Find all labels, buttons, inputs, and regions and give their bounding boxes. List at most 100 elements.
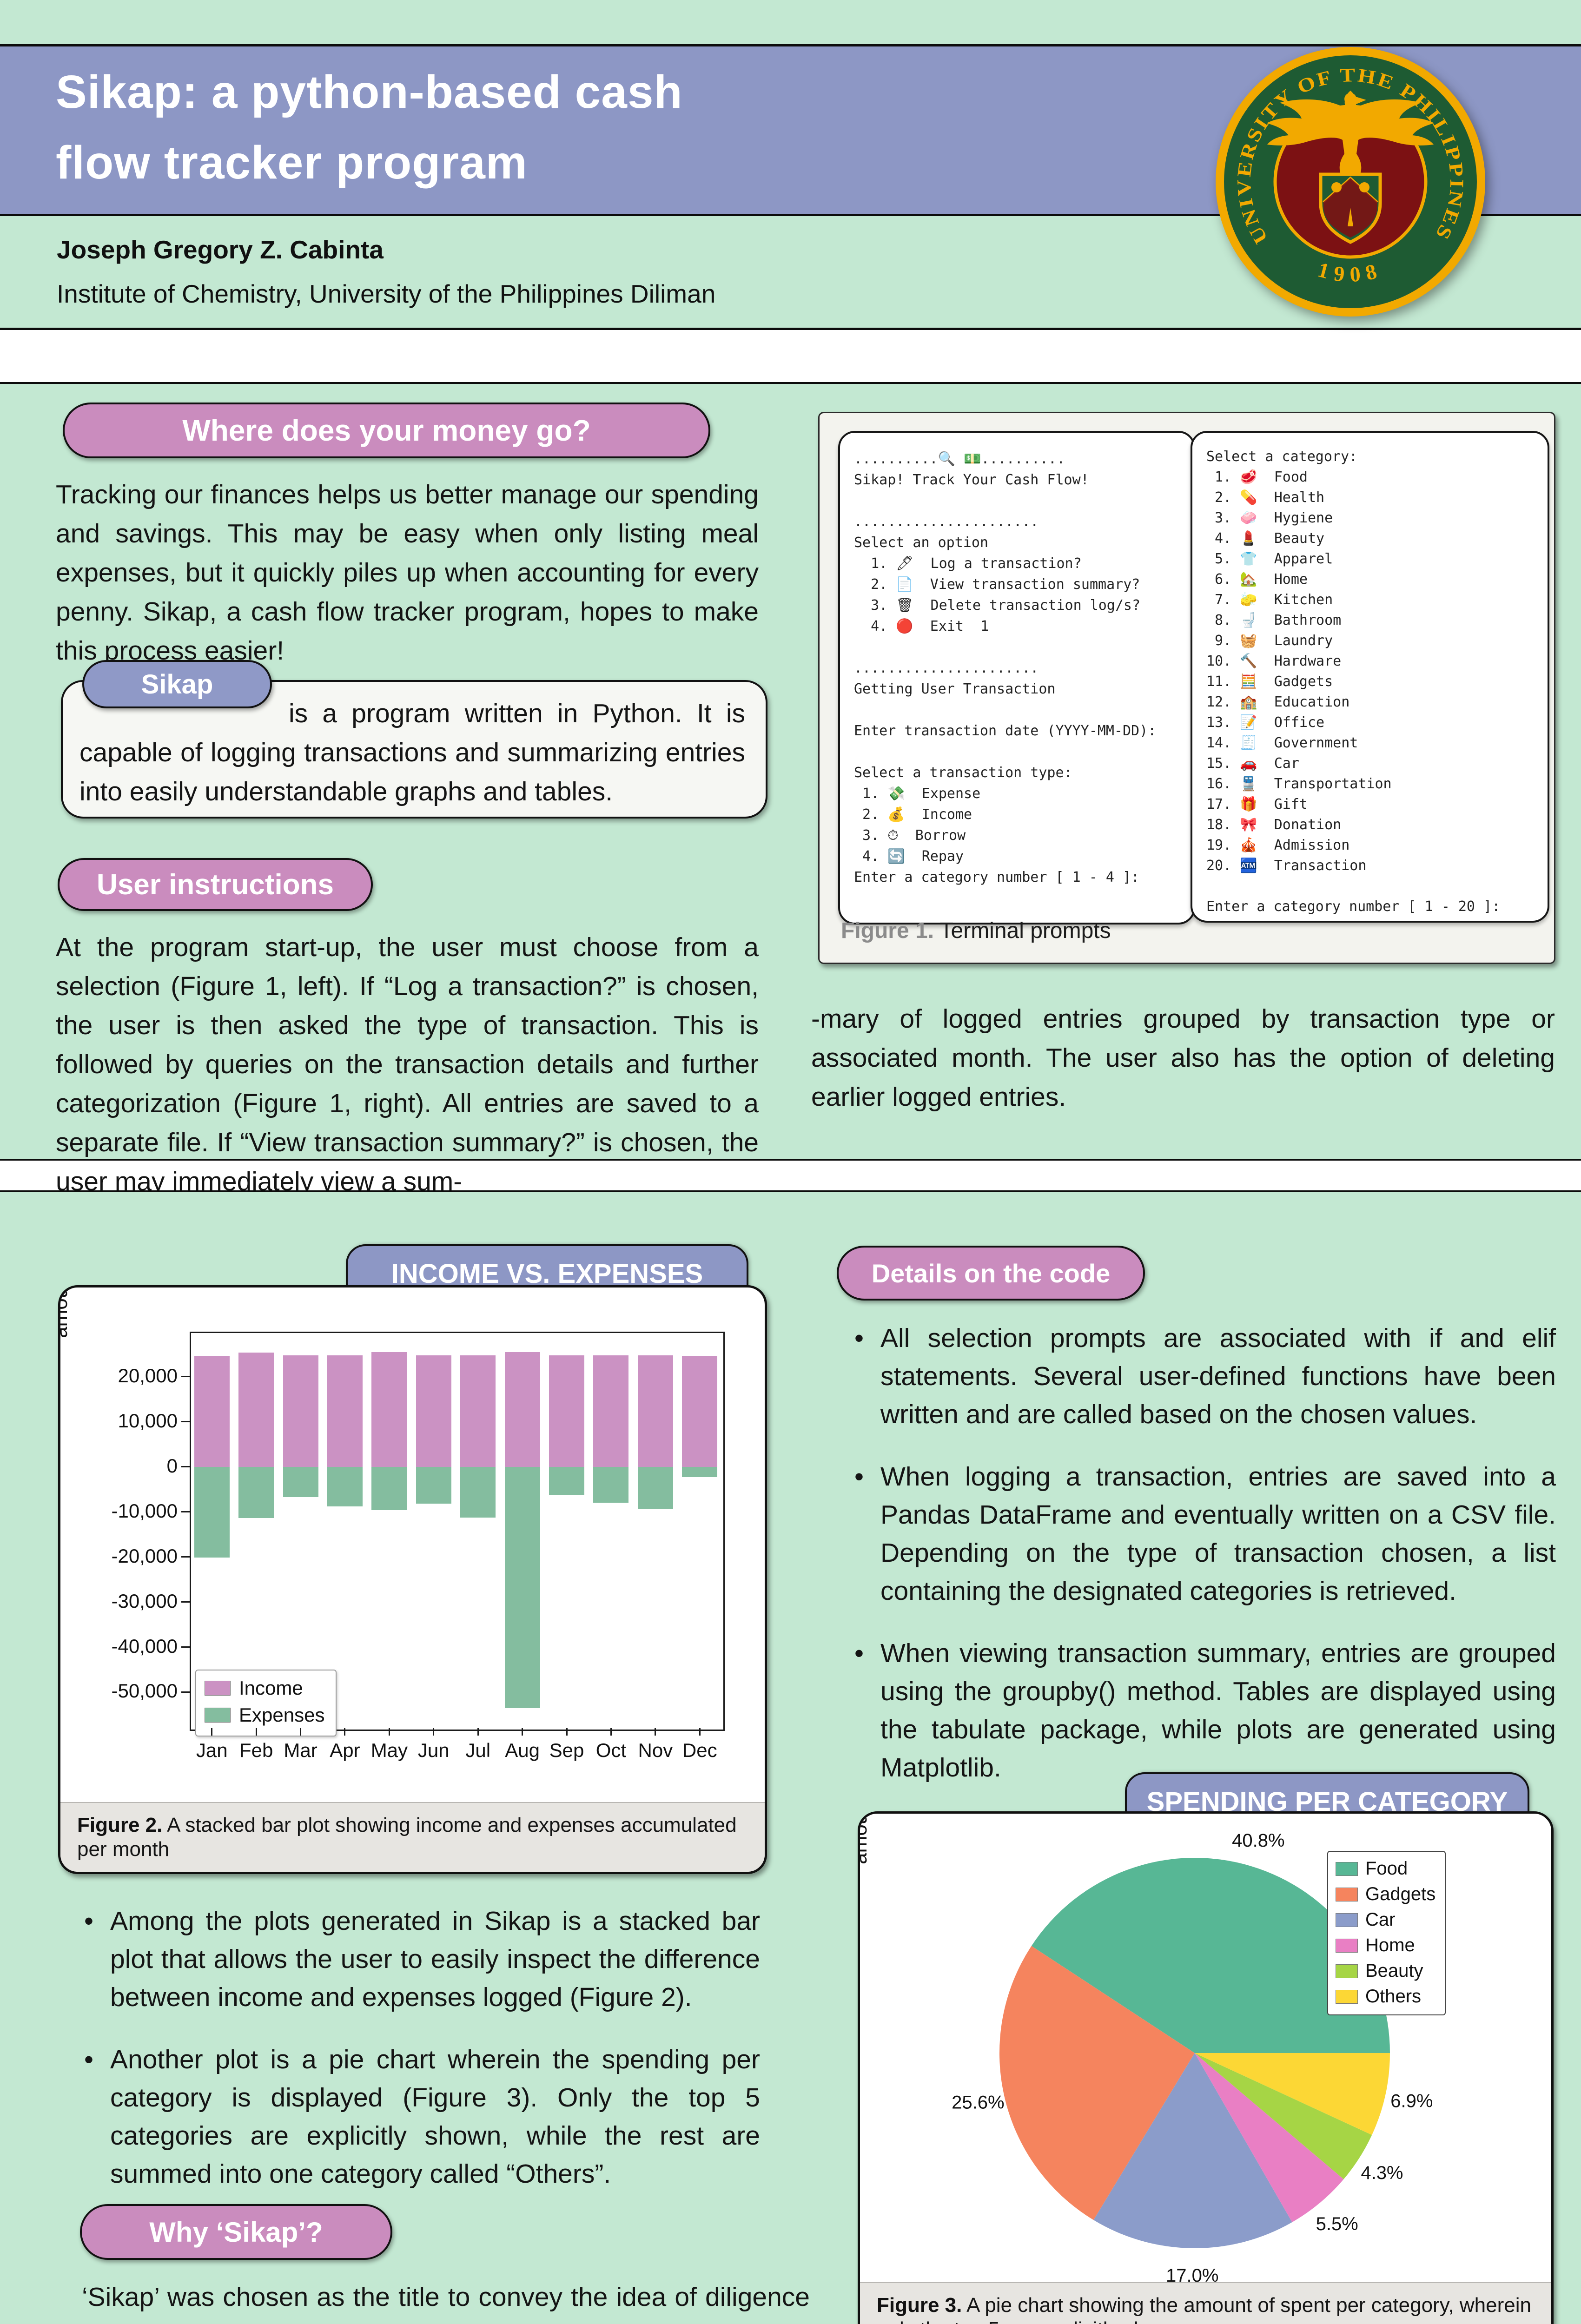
terminal-line: 19. 🎪 Admission: [1206, 837, 1350, 853]
terminal-line: 5. 👕 Apparel: [1206, 551, 1333, 567]
terminal-line: 11. 🧮 Gadgets: [1206, 673, 1333, 690]
bar-income-Sep: [549, 1355, 585, 1467]
figure2-caption-label: Figure 2.: [77, 1814, 163, 1836]
terminal-line: 2. 📄 View transaction summary?: [854, 576, 1140, 593]
y-axis-tick: [181, 1376, 190, 1378]
legend-swatch-icon: [1336, 1862, 1358, 1876]
terminal-line: ..........🔍 💵..........: [854, 451, 1065, 467]
pie-percent-label: 4.3%: [1361, 2163, 1403, 2183]
x-axis-tick: [388, 1728, 390, 1736]
terminal-line: 2. 💰 Income: [854, 806, 972, 823]
terminal-line: 17. 🎁 Gift: [1206, 796, 1308, 812]
bar-y-axis-title: amount (₱): [58, 1287, 72, 1338]
author-affiliation: Institute of Chemistry, University of th…: [57, 279, 716, 308]
section-heading-money: Where does your money go?: [63, 403, 710, 458]
pie-slice-others: [1195, 2053, 1390, 2135]
top-strip: [0, 0, 1581, 46]
bar-expenses-Apr: [327, 1466, 363, 1507]
terminal-line: 3. 🗑 Delete transaction log/s?: [854, 597, 1141, 614]
pie-slice-food: [1031, 1858, 1390, 2053]
bar-income-Jul: [460, 1355, 496, 1467]
money-section-paragraph: Tracking our finances helps us better ma…: [56, 480, 759, 666]
pie-slice-beauty: [1195, 2053, 1372, 2179]
legend-swatch-icon: [1336, 1964, 1358, 1978]
plots-bullet: Another plot is a pie chart wherein the …: [81, 2040, 760, 2193]
pie-slice-gadgets: [999, 1946, 1195, 2220]
figure2-tab-label: INCOME VS. EXPENSES: [391, 1259, 703, 1289]
terminal-line: 8. 🚽 Bathroom: [1206, 612, 1342, 628]
section-heading-money-label: Where does your money go?: [182, 414, 591, 447]
legend-item-car: Car: [1336, 1909, 1435, 1930]
terminal-line: 4. 💄 Beauty: [1206, 530, 1325, 547]
terminal-line: 18. 🎀 Donation: [1206, 817, 1342, 833]
section-heading-why: Why ‘Sikap’?: [80, 2204, 392, 2260]
x-axis-label: Jul: [465, 1739, 491, 1761]
terminal-line: 2. 💊 Health: [1206, 489, 1325, 506]
terminal-line: 20. 🏧 Transaction: [1206, 858, 1367, 874]
legend-swatch-icon: [1336, 1938, 1358, 1953]
figure2-box: amount (₱) Income Expenses 20,000 10,000 0 -…: [58, 1285, 767, 1874]
x-axis-label: Mar: [284, 1739, 318, 1761]
poster-title-line1: Sikap: a python-based cash: [56, 66, 683, 118]
x-axis-tick: [566, 1728, 568, 1736]
bar-expenses-Jan: [194, 1466, 230, 1558]
figure1-caption: Figure 1. Terminal prompts: [841, 918, 1529, 944]
terminal-line: 13. 📝 Office: [1206, 714, 1325, 731]
terminal-line: 16. 🚆 Transportation: [1206, 776, 1392, 792]
terminal-line: 15. 🚗 Car: [1206, 755, 1299, 772]
x-axis-label: Sep: [549, 1739, 584, 1761]
legend-label: Car: [1365, 1909, 1396, 1930]
instructions-continuation: -mary of logged entries grouped by trans…: [811, 1004, 1555, 1112]
bar-expenses-Sep: [549, 1466, 585, 1495]
terminal-line: 12. 🏫 Education: [1206, 694, 1350, 710]
section-heading-why-label: Why ‘Sikap’?: [149, 2216, 323, 2248]
figure3-caption-text: A pie chart showing the amount of spent …: [877, 2294, 1531, 2324]
plots-bullet-list: Among the plots generated in Sikap is a …: [81, 1902, 760, 2217]
legend-label: Beauty: [1365, 1961, 1423, 1981]
pie-percent-label: 6.9%: [1390, 2091, 1433, 2112]
y-axis-tick-label: 20,000: [118, 1364, 178, 1386]
terminal-line: [854, 741, 1193, 762]
bar-income-Jan: [194, 1356, 230, 1467]
bar-expenses-Jun: [416, 1466, 451, 1504]
y-axis-tick: [181, 1691, 190, 1693]
author-name: Joseph Gregory Z. Cabinta: [57, 235, 384, 264]
bar-expenses-Nov: [637, 1466, 673, 1509]
x-axis-tick: [522, 1728, 523, 1736]
x-axis-label: Apr: [330, 1739, 360, 1761]
y-axis-tick: [181, 1421, 190, 1423]
poster-title-line2: flow tracker program: [56, 137, 528, 189]
details-bullet: All selection prompts are associated wit…: [852, 1319, 1556, 1433]
terminal-line: [854, 700, 1193, 720]
legend-label: Gadgets: [1365, 1884, 1436, 1904]
pie-y-axis-title: amount (₱): [858, 1813, 871, 1864]
legend-label: Home: [1365, 1935, 1415, 1955]
legend-item-food: Food: [1336, 1858, 1435, 1879]
terminal-line: [1206, 876, 1548, 897]
terminal-line: 3. ⏱ Borrow: [854, 827, 966, 844]
pie-percent-label: 40.8%: [1232, 1830, 1284, 1851]
x-axis-label: Jun: [417, 1739, 450, 1761]
y-axis-tick-label: -20,000: [111, 1545, 178, 1567]
seal-shield-icon: [1319, 172, 1382, 244]
bar-income-Nov: [637, 1355, 673, 1467]
terminal-line: Sikap! Track Your Cash Flow!: [854, 472, 1089, 488]
terminal-line: Enter a category number [ 1 - 4 ]:: [854, 869, 1140, 885]
pie-percent-label: 5.5%: [1316, 2214, 1358, 2234]
x-axis-tick: [433, 1728, 435, 1736]
pie-slice-home: [1195, 2053, 1344, 2222]
poster-title: Sikap: a python-based cash flow tracker …: [56, 57, 1125, 198]
figure2-caption: Figure 2. A stacked bar plot showing inc…: [60, 1802, 765, 1872]
sikap-label: Sikap: [141, 669, 213, 700]
legend-swatch-icon: [1336, 1913, 1358, 1927]
legend-swatch-icon: [1336, 1887, 1358, 1901]
legend-label: Income: [239, 1677, 303, 1699]
x-axis-tick: [477, 1728, 479, 1736]
bar-plot-area: [190, 1332, 725, 1731]
bar-income-May: [371, 1352, 407, 1467]
section-heading-details: Details on the code: [837, 1246, 1145, 1301]
terminal-line: 14. 🧾 Government: [1206, 735, 1358, 751]
pie-chart-legend: Food Gadgets Car Home Beauty Others: [1327, 1851, 1446, 2015]
pie-chart: 40.8%25.6%17.0%5.5%4.3%6.9%: [952, 1830, 1433, 2286]
